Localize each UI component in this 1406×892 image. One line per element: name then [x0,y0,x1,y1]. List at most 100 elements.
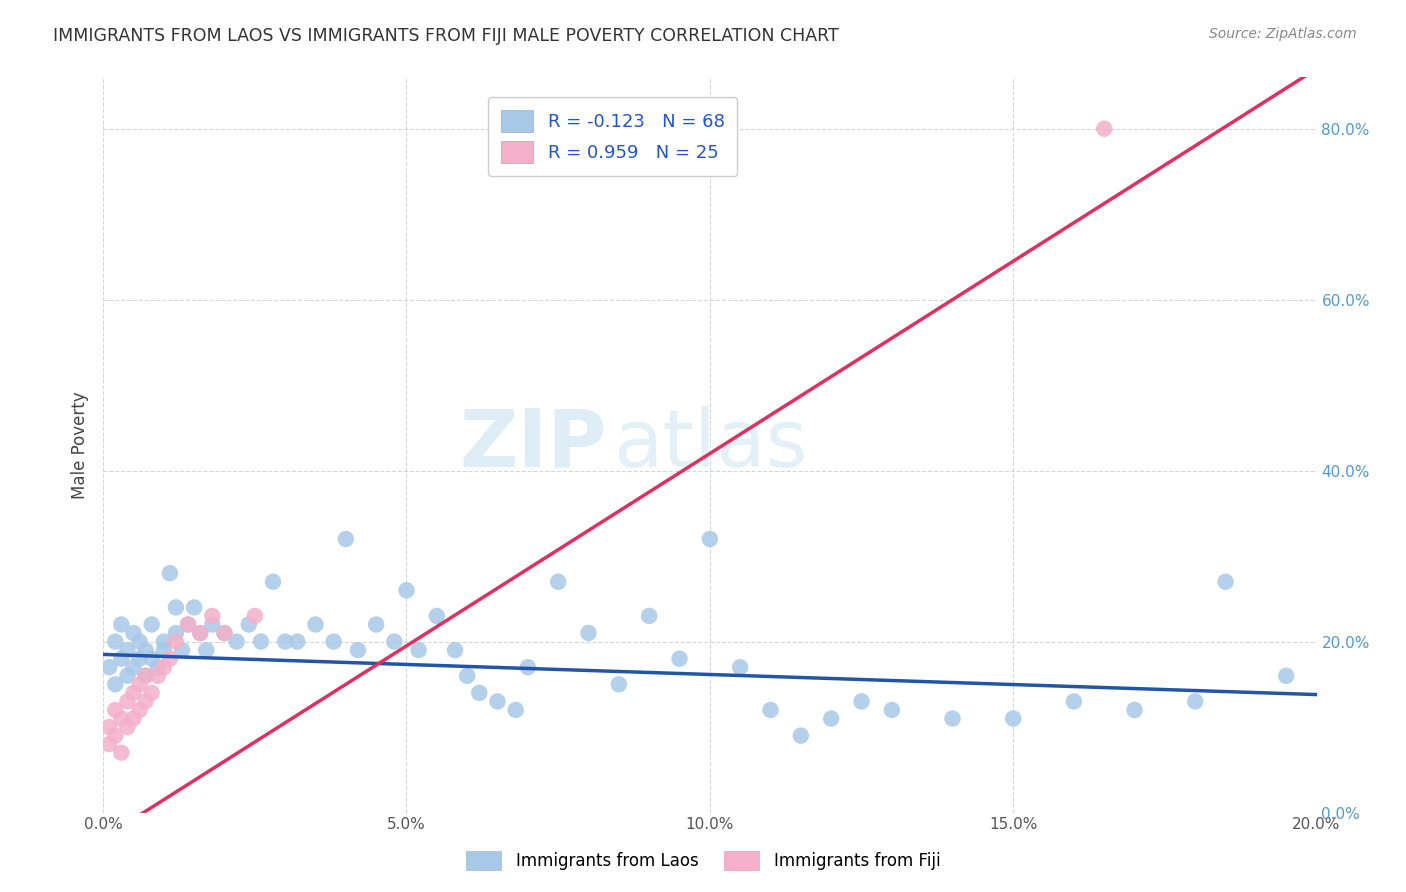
Point [820,712,842,726]
Text: ZIP: ZIP [460,406,607,484]
Point [214,626,236,640]
Point [382,634,405,648]
Point [153,634,176,648]
Point [104,634,127,648]
Text: Source: ZipAtlas.com: Source: ZipAtlas.com [1209,27,1357,41]
Point [98,720,121,734]
Point [117,694,139,708]
Point [177,617,200,632]
Point [322,634,344,648]
Point [243,609,266,624]
Point [104,729,127,743]
Point [347,643,370,657]
Y-axis label: Male Poverty: Male Poverty [72,392,89,499]
Point [486,694,509,708]
Legend: Immigrants from Laos, Immigrants from Fiji: Immigrants from Laos, Immigrants from Fi… [457,842,949,880]
Point [304,617,326,632]
Point [728,660,751,674]
Point [153,660,176,674]
Point [110,617,132,632]
Text: IMMIGRANTS FROM LAOS VS IMMIGRANTS FROM FIJI MALE POVERTY CORRELATION CHART: IMMIGRANTS FROM LAOS VS IMMIGRANTS FROM … [53,27,839,45]
Point [1063,694,1085,708]
Point [195,643,218,657]
Point [128,677,150,691]
Point [201,609,224,624]
Point [110,651,132,665]
Point [366,617,388,632]
Point [790,729,813,743]
Point [153,643,176,657]
Point [122,686,145,700]
Point [122,712,145,726]
Point [638,609,661,624]
Point [177,617,200,632]
Point [128,634,150,648]
Point [547,574,569,589]
Point [505,703,527,717]
Point [468,686,491,700]
Point [110,712,132,726]
Text: atlas: atlas [613,406,807,484]
Point [274,634,297,648]
Point [444,643,467,657]
Point [1002,712,1025,726]
Point [135,694,157,708]
Point [98,737,121,751]
Point [170,643,193,657]
Point [456,669,478,683]
Point [668,651,690,665]
Point [426,609,449,624]
Point [516,660,538,674]
Point [759,703,782,717]
Point [880,703,903,717]
Point [117,643,139,657]
Point [159,651,181,665]
Point [122,660,145,674]
Point [201,617,224,632]
Point [159,566,181,581]
Point [1215,574,1237,589]
Point [128,703,150,717]
Point [183,600,205,615]
Point [1184,694,1206,708]
Point [188,626,211,640]
Point [146,669,169,683]
Point [104,677,127,691]
Point [104,703,127,717]
Point [941,712,963,726]
Legend: R = -0.123   N = 68, R = 0.959   N = 25: R = -0.123 N = 68, R = 0.959 N = 25 [488,97,737,176]
Point [146,660,169,674]
Point [135,643,157,657]
Point [1092,121,1115,136]
Point [262,574,284,589]
Point [188,626,211,640]
Point [165,634,187,648]
Point [335,532,357,546]
Point [98,660,121,674]
Point [1123,703,1146,717]
Point [141,617,163,632]
Point [285,634,308,648]
Point [238,617,260,632]
Point [141,686,163,700]
Point [250,634,273,648]
Point [395,583,418,598]
Point [141,651,163,665]
Point [117,720,139,734]
Point [110,746,132,760]
Point [1275,669,1298,683]
Point [851,694,873,708]
Point [699,532,721,546]
Point [225,634,247,648]
Point [408,643,430,657]
Point [165,626,187,640]
Point [135,669,157,683]
Point [135,669,157,683]
Point [122,626,145,640]
Point [214,626,236,640]
Point [165,600,187,615]
Point [117,669,139,683]
Point [578,626,600,640]
Point [128,651,150,665]
Point [607,677,630,691]
